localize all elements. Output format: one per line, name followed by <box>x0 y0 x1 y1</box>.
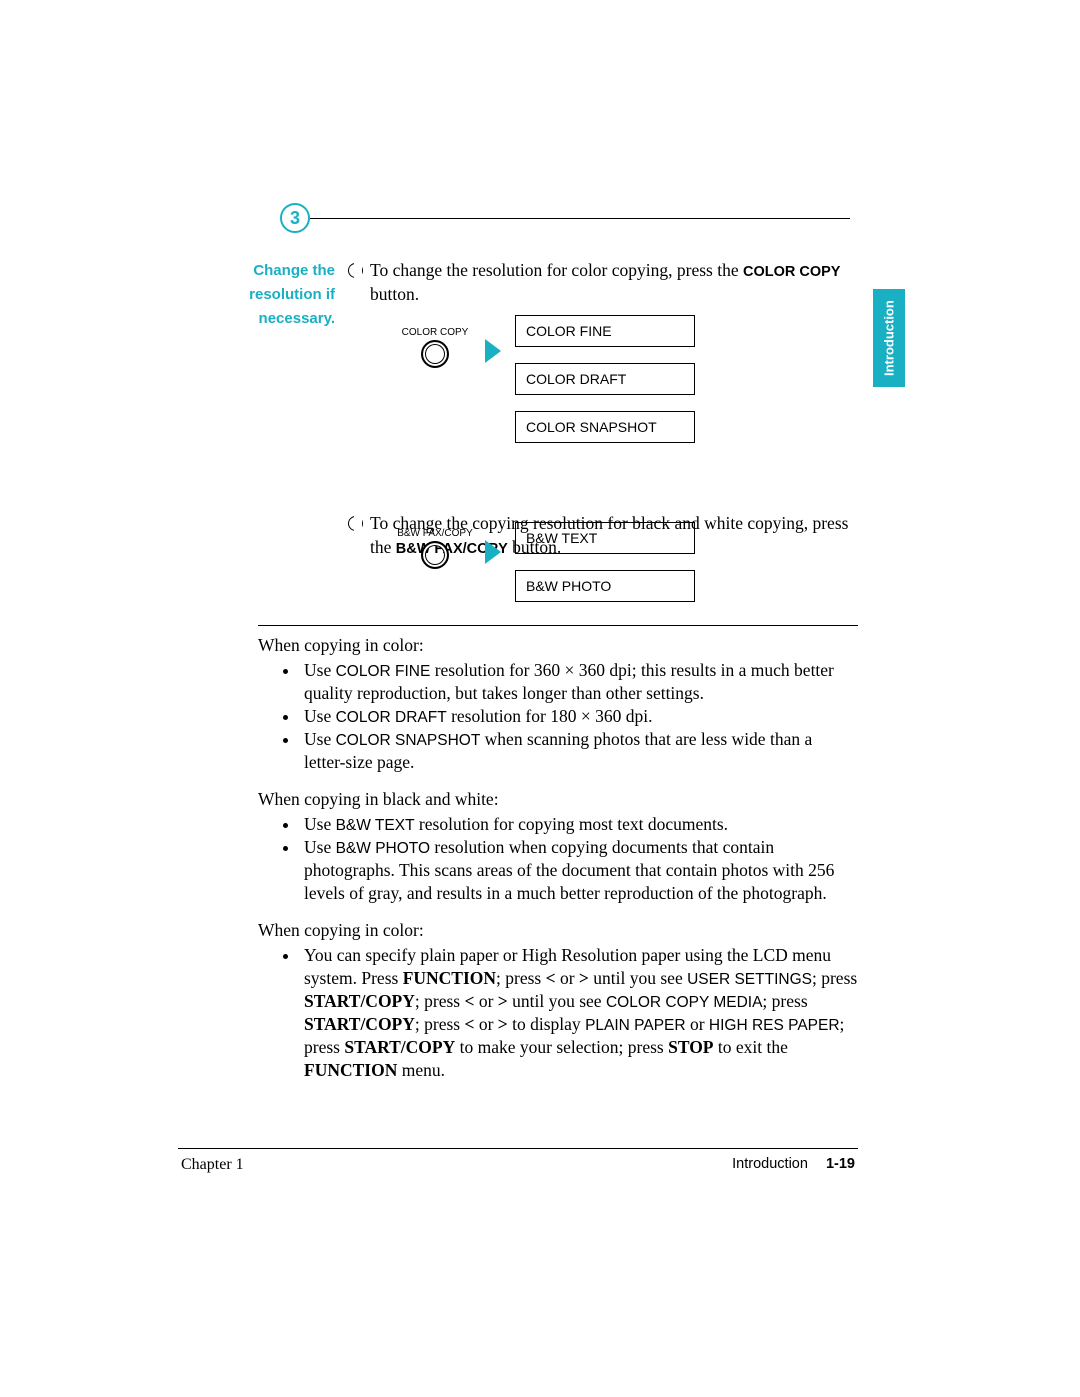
heading-line: Change the <box>253 262 335 279</box>
list-item: Use B&W TEXT resolution for copying most… <box>300 813 858 836</box>
key-name: FUNCTION <box>403 968 496 988</box>
key-name: START/COPY <box>304 1014 415 1034</box>
lcd-option: B&W TEXT <box>515 522 695 554</box>
list-item: Use COLOR DRAFT resolution for 180 × 360… <box>300 705 858 728</box>
document-page: Introduction 3 Change the resolution if … <box>0 0 1080 1397</box>
mode-name: B&W TEXT <box>336 817 415 834</box>
lcd-option: B&W PHOTO <box>515 570 695 602</box>
page-number: 1-19 <box>826 1156 855 1172</box>
list-item: You can specify plain paper or High Reso… <box>300 944 858 1082</box>
heading-line: resolution if <box>249 286 335 303</box>
button-name: COLOR COPY <box>743 264 840 280</box>
bullet-list: Use B&W TEXT resolution for copying most… <box>258 813 858 905</box>
bullet-list: You can specify plain paper or High Reso… <box>258 944 858 1082</box>
mode-name: COLOR FINE <box>336 663 431 680</box>
mode-name: B&W PHOTO <box>336 840 430 857</box>
footer-chapter: Chapter 1 <box>181 1156 244 1174</box>
key-name: > <box>498 991 508 1011</box>
menu-name: HIGH RES PAPER <box>709 1017 840 1034</box>
lcd-option: COLOR FINE <box>515 315 695 347</box>
menu-name: USER SETTINGS <box>687 971 812 988</box>
bullet-text: To change the resolution for color copyi… <box>370 260 743 280</box>
key-name: < <box>464 1014 474 1034</box>
round-button-icon <box>421 541 449 569</box>
lcd-option: COLOR SNAPSHOT <box>515 411 695 443</box>
key-name: > <box>579 968 589 988</box>
footer-page: Introduction 1-19 <box>732 1156 855 1172</box>
bullet-text: button. <box>370 284 419 304</box>
menu-name: PLAIN PAPER <box>585 1017 686 1034</box>
body-bullet: To change the resolution for color copyi… <box>370 259 860 306</box>
device-button-label: COLOR COPY <box>395 327 475 338</box>
key-name: FUNCTION <box>304 1060 397 1080</box>
step-number-badge: 3 <box>280 203 310 233</box>
key-name: STOP <box>668 1037 713 1057</box>
section-lead: When copying in color: <box>258 919 858 942</box>
key-name: START/COPY <box>344 1037 455 1057</box>
arrow-icon <box>485 339 501 363</box>
footer-rule <box>178 1148 858 1149</box>
heading-line: necessary. <box>259 310 335 327</box>
resolution-diagram-color: COLOR COPY COLOR FINE COLOR DRAFT COLOR … <box>395 315 855 455</box>
list-item: Use B&W PHOTO resolution when copying do… <box>300 836 858 905</box>
device-button: B&W FAX/COPY <box>385 528 485 569</box>
chapter-tab: Introduction <box>873 289 905 387</box>
bullet-list: Use COLOR FINE resolution for 360 × 360 … <box>258 659 858 774</box>
round-button-icon <box>421 340 449 368</box>
step-rule <box>310 218 850 219</box>
section-lead: When copying in black and white: <box>258 788 858 811</box>
arrow-icon <box>485 540 501 564</box>
mode-name: COLOR DRAFT <box>336 709 447 726</box>
footer-section: Introduction <box>732 1156 808 1172</box>
menu-name: COLOR COPY MEDIA <box>606 994 762 1011</box>
step-heading: Change the resolution if necessary. <box>230 259 335 331</box>
guidance-section: When copying in color: Use COLOR FINE re… <box>258 625 858 1096</box>
list-item: Use COLOR SNAPSHOT when scanning photos … <box>300 728 858 774</box>
device-button: COLOR COPY <box>395 327 475 368</box>
list-item: Use COLOR FINE resolution for 360 × 360 … <box>300 659 858 705</box>
lcd-option: COLOR DRAFT <box>515 363 695 395</box>
section-lead: When copying in color: <box>258 634 858 657</box>
key-name: > <box>498 1014 508 1034</box>
device-button-label: B&W FAX/COPY <box>385 528 485 539</box>
mode-name: COLOR SNAPSHOT <box>336 732 481 749</box>
resolution-diagram-bw: B&W FAX/COPY B&W TEXT B&W PHOTO <box>385 522 845 622</box>
divider <box>258 625 858 626</box>
key-name: < <box>464 991 474 1011</box>
half-circle-bullet-icon <box>348 263 361 276</box>
key-name: START/COPY <box>304 991 415 1011</box>
half-circle-bullet-icon <box>348 516 361 529</box>
key-name: < <box>546 968 556 988</box>
